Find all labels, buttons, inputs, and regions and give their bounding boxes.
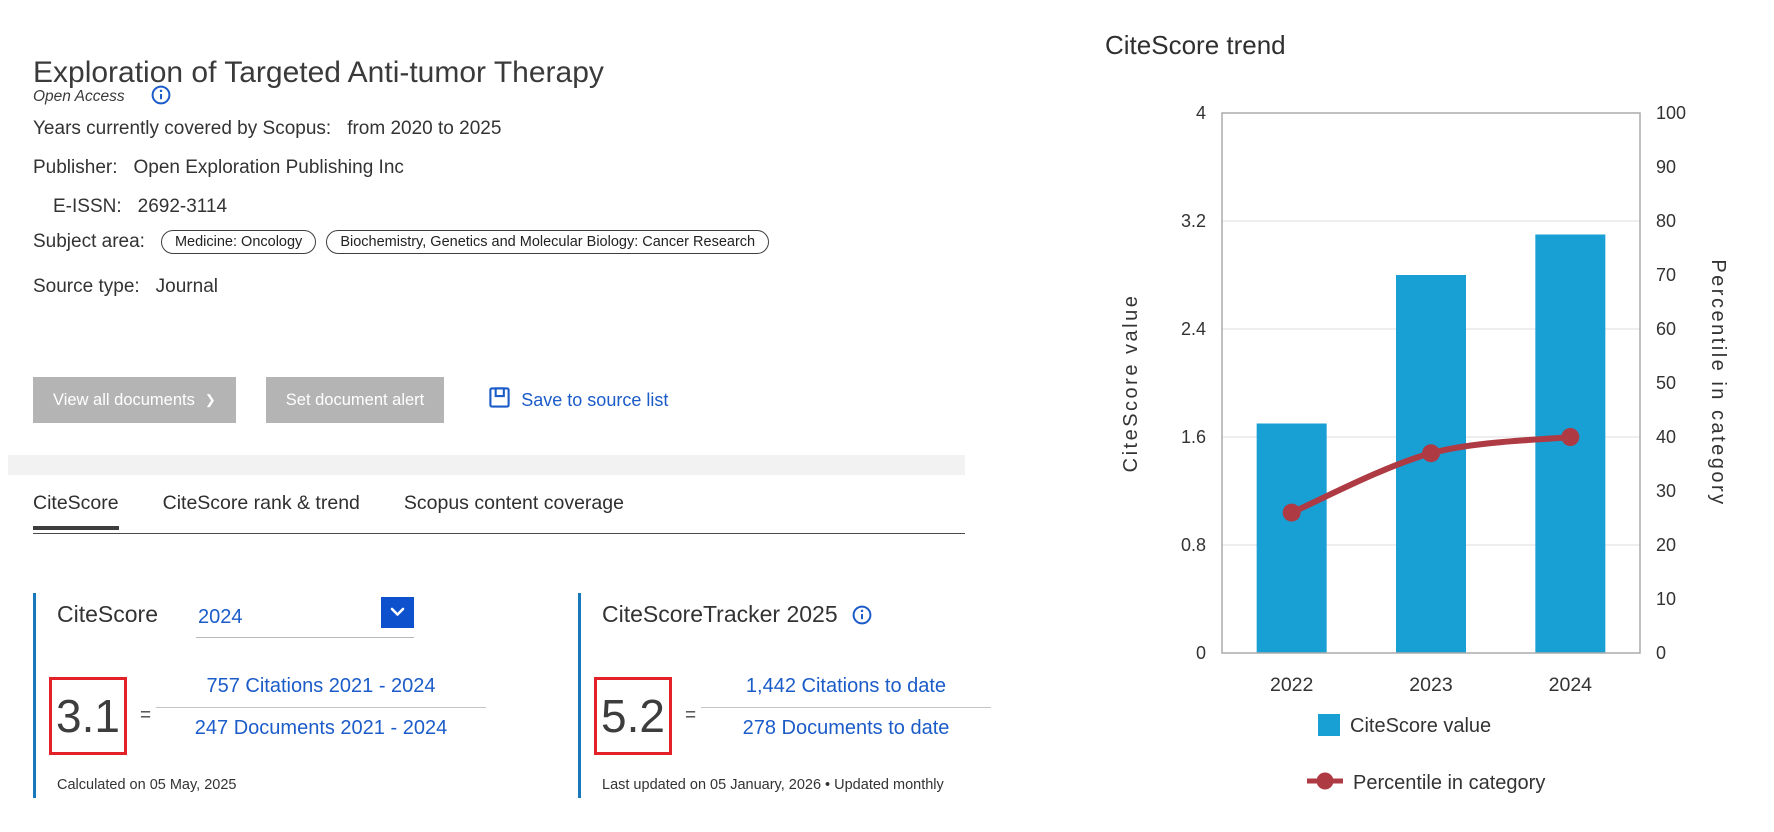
open-access-label: Open Access bbox=[33, 87, 125, 105]
x-axis-label: 2023 bbox=[1409, 674, 1452, 696]
citescore-trend-chart: 00.81.62.43.2401020304050607080901002022… bbox=[1120, 103, 1729, 794]
set-document-alert-label: Set document alert bbox=[285, 390, 425, 409]
right-axis-tick: 50 bbox=[1656, 373, 1676, 393]
source-type-row: Source type: Journal bbox=[33, 276, 218, 298]
percentile-point-2022 bbox=[1282, 503, 1301, 522]
citations-link[interactable]: 757 Citations 2021 - 2024 bbox=[206, 675, 436, 697]
documents-to-date-link[interactable]: 278 Documents to date bbox=[742, 717, 950, 739]
tracker-value-box: 5.2 bbox=[594, 677, 672, 755]
tab-bar: CiteScore CiteScore rank & trend Scopus … bbox=[33, 492, 624, 530]
right-axis-tick: 30 bbox=[1656, 481, 1676, 501]
legend-bar-label: CiteScore value bbox=[1350, 715, 1491, 737]
view-all-documents-button[interactable]: View all documents ❯ bbox=[33, 377, 236, 423]
fraction-divider bbox=[156, 707, 486, 708]
left-axis-title: CiteScore value bbox=[1120, 294, 1142, 473]
equals-sign: = bbox=[685, 705, 697, 726]
left-axis-tick: 1.6 bbox=[1181, 427, 1206, 447]
right-axis-tick: 80 bbox=[1656, 211, 1676, 231]
citescore-card-title: CiteScore bbox=[57, 601, 158, 627]
left-axis-tick: 0.8 bbox=[1181, 535, 1206, 555]
source-type-label: Source type: bbox=[33, 276, 140, 297]
plot-border bbox=[1221, 112, 1641, 654]
left-axis-tick: 4 bbox=[1196, 103, 1206, 123]
subject-area-row: Subject area: Medicine: Oncology Biochem… bbox=[33, 230, 770, 254]
view-all-documents-label: View all documents bbox=[53, 390, 195, 409]
left-axis-tick: 0 bbox=[1196, 643, 1206, 663]
citescore-year-dropdown-button[interactable] bbox=[380, 597, 414, 628]
set-document-alert-button[interactable]: Set document alert bbox=[265, 377, 445, 423]
legend-bar-swatch bbox=[1318, 714, 1340, 736]
citations-to-date-link[interactable]: 1,442 Citations to date bbox=[745, 675, 947, 697]
bar-2023 bbox=[1396, 275, 1466, 653]
x-axis-label: 2024 bbox=[1549, 674, 1593, 696]
tracker-fraction: 1,442 Citations to date 278 Documents to… bbox=[701, 675, 991, 740]
left-axis-tick: 2.4 bbox=[1181, 319, 1206, 339]
eissn-row: E-ISSN: 2692-3114 bbox=[53, 196, 227, 218]
tracker-footnote: Last updated on 05 January, 2026 • Updat… bbox=[602, 777, 944, 793]
chevron-down-icon bbox=[390, 605, 405, 620]
eissn-label: E-ISSN: bbox=[53, 196, 122, 217]
right-axis-tick: 10 bbox=[1656, 589, 1676, 609]
citescore-card: CiteScore 2024 3.1 = 757 Citations 2021 … bbox=[33, 593, 513, 798]
save-to-source-list-label: Save to source list bbox=[521, 389, 669, 410]
eissn-value: 2692-3114 bbox=[137, 196, 228, 217]
right-axis-tick: 90 bbox=[1656, 157, 1676, 177]
years-covered-value: from 2020 to 2025 bbox=[347, 118, 502, 139]
percentile-point-2024 bbox=[1561, 428, 1580, 446]
x-axis-label: 2022 bbox=[1270, 674, 1313, 696]
citescore-tracker-card: CiteScoreTracker 2025 5.2 = 1,442 Citati… bbox=[578, 593, 1008, 798]
publisher-label: Publisher: bbox=[33, 157, 118, 178]
right-axis-tick: 20 bbox=[1656, 535, 1676, 555]
years-covered-row: Years currently covered by Scopus: from … bbox=[33, 118, 501, 140]
left-axis-tick: 3.2 bbox=[1181, 211, 1206, 231]
section-divider-band bbox=[8, 455, 965, 475]
citescore-fraction: 757 Citations 2021 - 2024 247 Documents … bbox=[156, 675, 486, 740]
fraction-divider bbox=[701, 707, 991, 708]
subject-pills: Medicine: Oncology Biochemistry, Genetic… bbox=[160, 230, 770, 254]
years-covered-label: Years currently covered by Scopus: bbox=[33, 118, 332, 139]
right-axis-title: Percentile in category bbox=[1707, 259, 1729, 506]
bar-2022 bbox=[1256, 423, 1327, 653]
subject-pill-cancer-research[interactable]: Biochemistry, Genetics and Molecular Bio… bbox=[326, 230, 770, 254]
right-axis-tick: 0 bbox=[1656, 643, 1666, 663]
save-icon bbox=[488, 386, 511, 414]
tracker-card-title: CiteScoreTracker 2025 bbox=[602, 601, 838, 627]
source-type-value: Journal bbox=[155, 276, 218, 297]
right-axis-tick: 60 bbox=[1656, 319, 1676, 339]
chevron-right-icon: ❯ bbox=[204, 392, 216, 407]
citescore-year-value[interactable]: 2024 bbox=[197, 606, 243, 628]
citescore-footnote: Calculated on 05 May, 2025 bbox=[57, 777, 237, 793]
citescore-value-box: 3.1 bbox=[49, 677, 127, 755]
percentile-point-2023 bbox=[1422, 444, 1440, 463]
publisher-value: Open Exploration Publishing Inc bbox=[133, 157, 404, 178]
legend-line-marker bbox=[1316, 772, 1334, 790]
chart-title: CiteScore trend bbox=[1105, 30, 1286, 60]
info-icon bbox=[151, 85, 171, 108]
tab-scopus-content-coverage[interactable]: Scopus content coverage bbox=[403, 492, 624, 514]
tracker-value: 5.2 bbox=[601, 690, 665, 742]
action-bar: View all documents ❯ Set document alert … bbox=[33, 377, 674, 423]
publisher-row: Publisher: Open Exploration Publishing I… bbox=[33, 157, 404, 179]
subject-pill-oncology[interactable]: Medicine: Oncology bbox=[160, 230, 317, 254]
citescore-year-select: 2024 bbox=[195, 597, 414, 638]
legend-line-label: Percentile in category bbox=[1353, 772, 1545, 794]
right-axis-tick: 100 bbox=[1656, 103, 1686, 123]
save-to-source-list-link[interactable]: Save to source list bbox=[482, 385, 674, 415]
tab-citescore-rank-trend[interactable]: CiteScore rank & trend bbox=[162, 492, 360, 514]
tab-citescore[interactable]: CiteScore bbox=[33, 492, 119, 530]
citescore-trend-panel: CiteScore trend 0 0.8 1.6 2.4 3.2 4 0 10 20 30 40 5… bbox=[975, 0, 1774, 832]
documents-link[interactable]: 247 Documents 2021 - 2024 bbox=[194, 717, 448, 739]
right-axis-tick: 40 bbox=[1656, 427, 1676, 447]
page-title: Exploration of Targeted Anti-tumor Thera… bbox=[33, 56, 604, 90]
tracker-info-button[interactable] bbox=[852, 605, 872, 628]
equals-sign: = bbox=[140, 705, 152, 726]
open-access-info-button[interactable] bbox=[151, 85, 171, 108]
open-access-row: Open Access bbox=[33, 85, 171, 108]
info-icon bbox=[852, 605, 872, 628]
citescore-value: 3.1 bbox=[56, 690, 120, 742]
subject-area-label: Subject area: bbox=[33, 231, 145, 252]
right-axis-tick: 70 bbox=[1656, 265, 1676, 285]
tab-bar-rule bbox=[33, 533, 965, 534]
